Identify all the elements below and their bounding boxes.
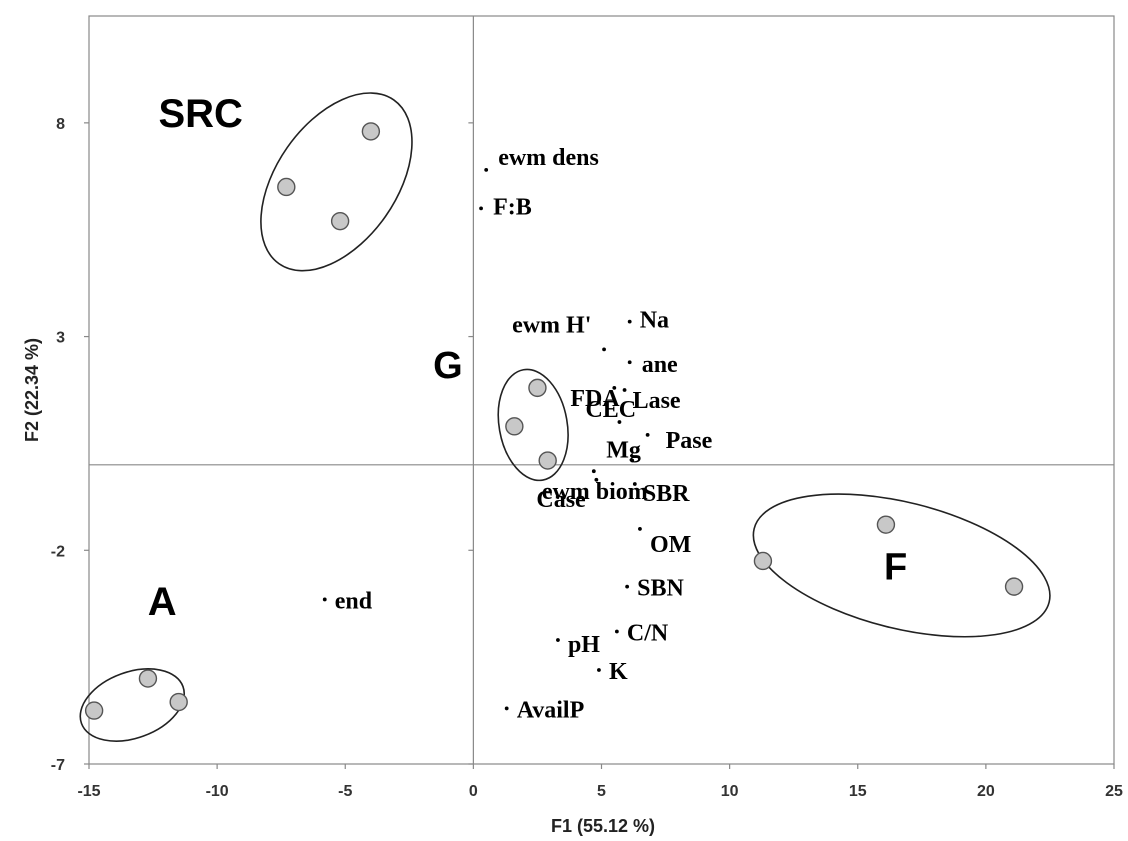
group-label-f: F [884,546,907,588]
tick-labels: -15 -10 -5 0 5 10 15 20 25 -7 -2 3 8 [51,116,1123,800]
group-point-src-0 [361,122,381,141]
variable-point-ewm-biom [591,469,596,474]
x-tick-label: 20 [977,783,995,800]
variable-label-ph: pH [568,632,600,658]
group-label-src: SRC [158,92,242,136]
group-point-f-1 [753,551,773,571]
variable-label-pase: Pase [666,428,713,454]
variable-label-ane: ane [642,352,678,378]
variable-point-case [594,477,599,482]
variable-point-k [597,668,601,672]
variable-label-mg: Mg [606,438,641,464]
reference-lines [89,16,1114,764]
group-label-a: A [148,580,177,624]
variable-point-na [627,319,632,324]
variable-point-fda [612,385,617,390]
variable-point-pase [645,432,650,437]
y-tick-label: 3 [56,330,65,347]
x-tick-label: 15 [849,783,867,800]
variable-point-lase [622,388,627,392]
variable-label-case: Case [536,487,586,513]
tick-marks [84,122,1115,769]
variable-label-sbr: SBR [643,481,690,507]
variable-label-f-b: F:B [493,194,532,220]
variable-label-k: K [609,659,628,685]
y-axis-title: F2 (22.34 %) [22,338,42,442]
group-ellipse-a [79,668,186,742]
x-tick-label: 0 [469,783,478,800]
variable-label-cec: CEC [585,397,636,423]
group-point-g-0 [528,378,547,398]
group-point-a-2 [84,701,104,720]
variable-point-cec [617,420,622,424]
group-point-g-1 [505,417,524,436]
variable-label-availp: AvailP [517,697,585,723]
variable-point-ane [627,360,632,365]
group-point-a-1 [169,692,188,712]
x-tick-label: -5 [338,783,352,800]
variable-point-ph [556,638,560,642]
y-tick-label: -7 [51,757,65,774]
variable-points [322,167,650,711]
variable-point-end [322,597,327,602]
variable-point-mg [630,458,635,463]
x-tick-label: 10 [721,783,739,800]
variable-label-sbn: SBN [637,576,684,602]
variable-label-ewm-biom: ewm biom [542,479,648,505]
group-points [84,122,1024,720]
variable-point-c-n [614,629,619,634]
group-point-src-2 [330,211,350,231]
variable-label-lase: Lase [633,388,681,414]
variable-label-c-n: C/N [627,620,669,646]
plot-frame [88,15,1115,765]
x-tick-label: -15 [77,783,100,800]
x-tick-label: -10 [206,783,229,800]
group-labels: SRC G F A [148,92,907,624]
variable-point-ewm-dens [484,167,489,172]
variable-label-fda: FDA [570,386,620,412]
group-point-a-0 [138,669,158,688]
group-ellipse-g [497,368,569,482]
x-tick-label: 5 [597,783,606,800]
variable-label-na: Na [640,308,669,334]
y-tick-label: 8 [56,116,65,133]
y-tick-label: -2 [51,543,65,560]
variable-label-ewm-dens: ewm dens [498,145,599,171]
variable-label-om: OM [650,532,691,558]
group-point-f-0 [876,515,896,534]
group-ellipses [79,92,1051,742]
group-ellipse-src [260,92,413,272]
x-axis-title: F1 (55.12 %) [551,816,655,836]
variable-point-f-b [479,206,483,211]
group-point-g-2 [538,451,557,470]
variable-label-ewm-h: ewm H' [512,312,591,338]
variable-point-om [638,527,642,531]
x-tick-label: 25 [1105,783,1123,800]
variable-point-sbr [632,482,637,486]
variable-point-ewm-h [602,347,606,352]
group-ellipse-f [752,493,1051,638]
variable-point-sbn [625,584,630,589]
group-point-f-2 [1004,577,1024,596]
variable-point-availp [504,706,509,711]
group-point-src-1 [277,177,296,197]
variable-label-end: end [335,588,373,614]
group-label-g: G [433,345,463,387]
